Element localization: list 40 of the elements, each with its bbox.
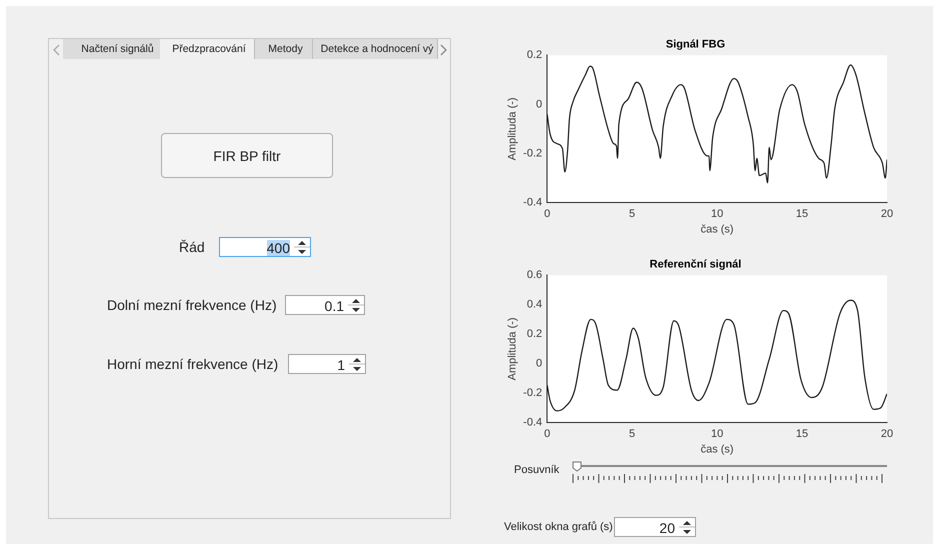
x-tick-label: 10 <box>710 208 724 220</box>
x-tick-label: 10 <box>710 428 724 440</box>
x-tick-label: 15 <box>796 428 808 440</box>
x-axis-title: čas (s) <box>700 443 734 456</box>
x-tick-label: 5 <box>629 208 636 220</box>
x-tick-label: 15 <box>796 208 808 220</box>
x-tick-label: 20 <box>880 208 894 220</box>
chart-title: Signál FBG <box>666 38 726 51</box>
y-tick-label: -0.4 <box>523 196 542 209</box>
text: FIR BP filtr <box>161 133 333 178</box>
text: 20 <box>659 520 676 536</box>
text: Horní mezní frekvence (Hz) <box>107 355 280 374</box>
x-tick-label: 5 <box>629 428 636 440</box>
y-tick-label: 0.2 <box>526 328 542 340</box>
y-tick-label: 0.2 <box>526 49 542 62</box>
y-tick-label: 0 <box>536 358 542 370</box>
text: 1 <box>337 357 346 373</box>
text: Posuvník <box>514 463 560 477</box>
text: Načtení signálů <box>63 39 169 59</box>
x-tick-label: 0 <box>544 428 550 440</box>
y-tick-label: 0 <box>536 98 542 110</box>
text: Předzpracování <box>160 39 255 59</box>
text: Dolní mezní frekvence (Hz) <box>107 296 278 315</box>
y-tick-label: -0.2 <box>523 387 542 400</box>
text: 400 <box>266 240 290 256</box>
y-axis-title: Amplituda (-) <box>506 97 519 160</box>
y-tick-label: -0.2 <box>523 148 542 160</box>
text: Řád <box>179 238 206 257</box>
text: 0.1 <box>324 298 345 314</box>
y-tick-label: 0.4 <box>526 298 542 311</box>
x-tick-label: 20 <box>880 428 894 440</box>
y-axis-title: Amplituda (-) <box>506 317 519 380</box>
y-tick-label: -0.4 <box>523 416 542 429</box>
x-axis-title: čas (s) <box>700 223 734 236</box>
text: Velikost okna grafů (s) <box>504 520 614 535</box>
y-tick-label: 0.6 <box>526 269 542 282</box>
text: Metody <box>255 39 313 59</box>
text: Detekce a hodnocení vý <box>313 39 438 59</box>
x-tick-label: 0 <box>544 208 550 220</box>
chart-title: Referenční signál <box>650 258 742 271</box>
